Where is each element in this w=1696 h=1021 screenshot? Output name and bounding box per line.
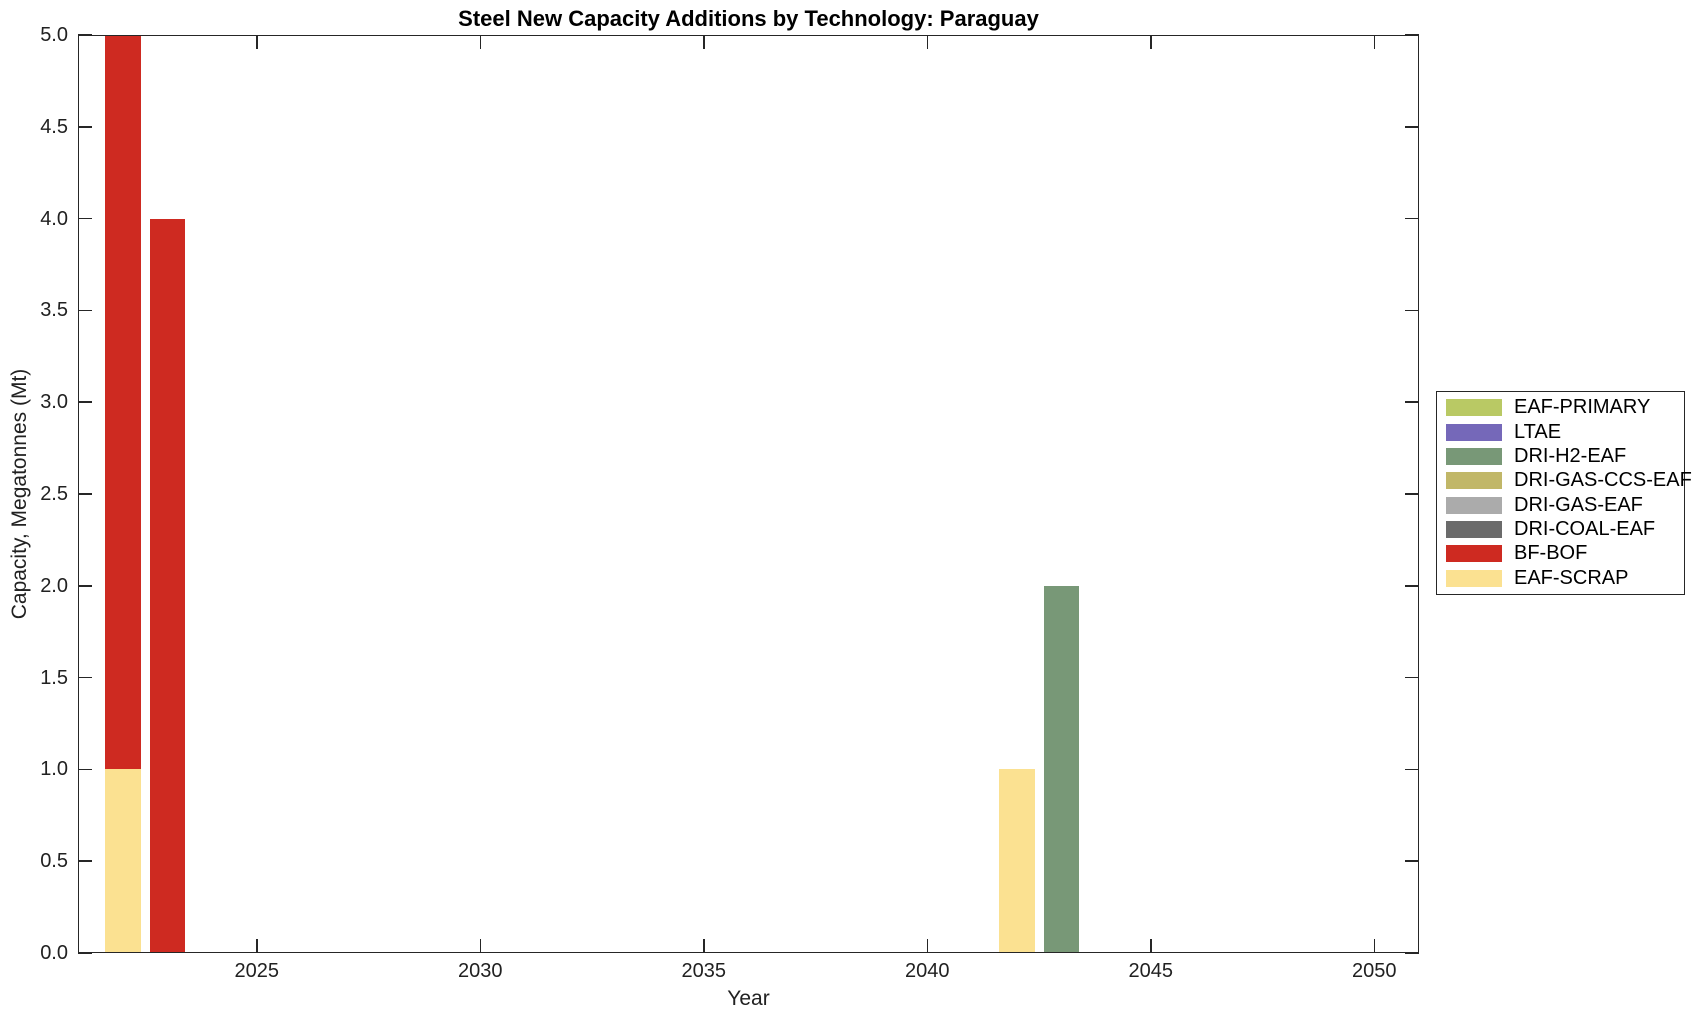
- legend-item-dri-gas-eaf: DRI-GAS-EAF: [1437, 494, 1684, 517]
- y-tick-mirror: [1405, 401, 1419, 403]
- y-tick: [78, 768, 92, 771]
- y-tick-mirror: [1405, 860, 1419, 862]
- y-tick: [78, 860, 92, 862]
- y-tick-label: 0.0: [40, 942, 68, 964]
- x-tick-mirror: [256, 35, 258, 49]
- legend-item-dri-gas-ccs-eaf: DRI-GAS-CCS-EAF: [1437, 469, 1692, 492]
- y-tick-label: 2.0: [40, 574, 68, 597]
- y-tick: [78, 34, 92, 36]
- legend-label: DRI-H2-EAF: [1514, 444, 1627, 467]
- legend-swatch-dri-gas-eaf: [1446, 496, 1502, 514]
- x-tick: [1373, 939, 1376, 953]
- bar-segment-bf-bof-2023: [149, 218, 186, 953]
- bar-segment-bf-bof-2022: [104, 35, 141, 770]
- x-tick-mirror: [703, 35, 705, 49]
- y-tick: [78, 217, 92, 220]
- x-tick-mirror: [1373, 35, 1376, 49]
- legend-item-dri-coal-eaf: DRI-COAL-EAF: [1437, 518, 1684, 541]
- bar-segment-dri-h2-eaf-2043: [1043, 585, 1080, 953]
- legend-label: DRI-GAS-CCS-EAF: [1514, 469, 1692, 492]
- y-tick-label: 2.5: [40, 483, 68, 505]
- legend-swatch-ltae: [1446, 423, 1502, 441]
- y-tick-mirror: [1405, 309, 1419, 312]
- x-tick-label: 2030: [458, 960, 503, 982]
- y-tick-label: 4.0: [40, 207, 68, 230]
- y-tick: [78, 952, 92, 954]
- legend-item-dri-h2-eaf: DRI-H2-EAF: [1437, 445, 1684, 468]
- bar-segment-eaf-scrap-2042: [998, 769, 1035, 953]
- y-tick-label: 1.5: [40, 666, 68, 689]
- legend: EAF-PRIMARY LTAE DRI-H2-EAF DRI-GAS-CCS-EAF…: [1436, 391, 1692, 595]
- x-tick-label: 2050: [1352, 960, 1397, 982]
- y-tick-label: 1.0: [40, 758, 68, 781]
- y-tick-mirror: [1405, 952, 1419, 954]
- legend-swatch-eaf-primary: [1446, 399, 1502, 417]
- y-tick-label: 3.5: [40, 299, 68, 322]
- x-tick-label: 2025: [234, 960, 280, 982]
- y-tick-label: 4.5: [40, 115, 68, 138]
- legend-swatch-dri-coal-eaf: [1446, 520, 1502, 538]
- y-tick-mirror: [1405, 34, 1419, 36]
- x-tick-label: 2040: [905, 960, 950, 982]
- legend-label: DRI-COAL-EAF: [1514, 517, 1656, 540]
- y-tick-label: 0.5: [40, 850, 68, 873]
- x-tick: [256, 939, 258, 953]
- legend-swatch-dri-gas-ccs-eaf: [1446, 472, 1502, 490]
- bar-segment-eaf-scrap-2022: [104, 769, 141, 953]
- legend-label: BF-BOF: [1514, 542, 1588, 565]
- plot-box-border: [78, 35, 1419, 953]
- legend-label: EAF-PRIMARY: [1514, 396, 1651, 419]
- x-tick-label: 2035: [681, 960, 727, 982]
- y-tick-mirror: [1405, 768, 1419, 771]
- x-tick-label: 2045: [1128, 960, 1174, 982]
- x-tick-mirror: [479, 35, 482, 49]
- y-tick: [78, 493, 92, 495]
- y-tick: [78, 126, 92, 128]
- legend-item-eaf-primary: EAF-PRIMARY: [1437, 396, 1684, 419]
- y-tick: [78, 676, 92, 679]
- legend-swatch-dri-h2-eaf: [1446, 447, 1502, 465]
- legend-label: EAF-SCRAP: [1514, 566, 1629, 589]
- legend-item-ltae: LTAE: [1437, 421, 1684, 444]
- x-tick: [1150, 939, 1152, 953]
- y-tick-mirror: [1405, 676, 1419, 679]
- y-tick-label: 3.0: [40, 391, 68, 414]
- x-tick: [703, 939, 705, 953]
- y-tick: [78, 585, 92, 587]
- x-tick: [926, 939, 929, 953]
- y-tick-mirror: [1405, 126, 1419, 128]
- legend-item-eaf-scrap: EAF-SCRAP: [1437, 567, 1684, 590]
- legend-item-bf-bof: BF-BOF: [1437, 542, 1684, 565]
- y-tick-mirror: [1405, 217, 1419, 220]
- legend-label: DRI-GAS-EAF: [1514, 493, 1643, 516]
- y-tick-mirror: [1405, 493, 1419, 495]
- y-tick-label: 5.0: [40, 24, 68, 46]
- y-tick-mirror: [1405, 585, 1419, 587]
- y-tick: [78, 401, 92, 403]
- x-tick-mirror: [1150, 35, 1152, 49]
- x-axis-label: Year: [727, 987, 770, 1010]
- chart-title: Steel New Capacity Additions by Technolo…: [458, 6, 1039, 31]
- x-tick-mirror: [926, 35, 929, 49]
- legend-label: LTAE: [1514, 420, 1562, 443]
- legend-swatch-eaf-scrap: [1446, 569, 1502, 587]
- legend-swatch-bf-bof: [1446, 545, 1502, 563]
- y-tick: [78, 309, 92, 312]
- x-tick: [479, 939, 482, 953]
